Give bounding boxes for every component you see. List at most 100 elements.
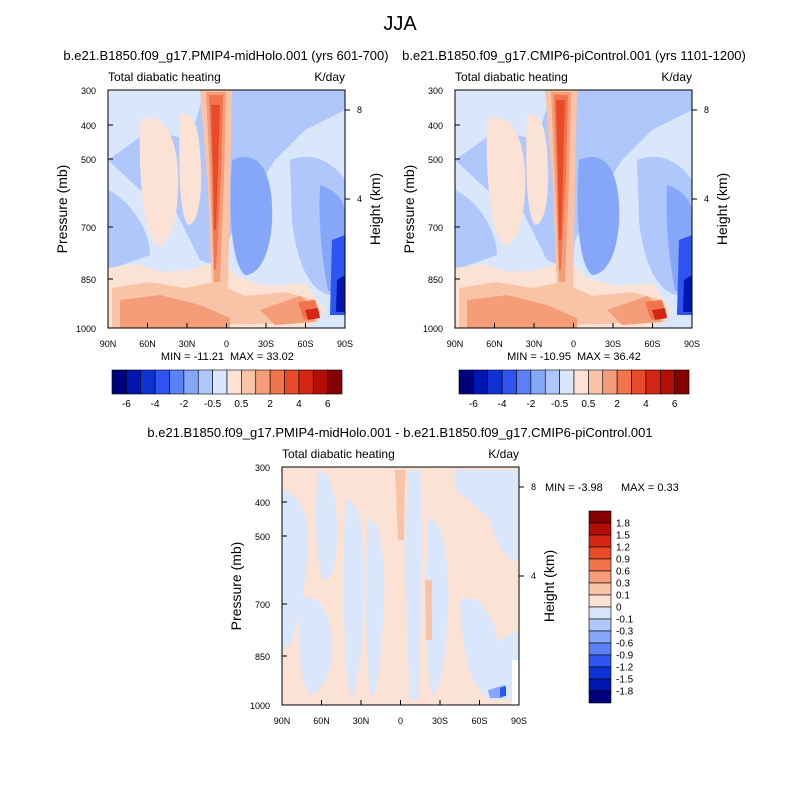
diff-blue-5 xyxy=(365,519,385,700)
x-tick-label: 60N xyxy=(486,339,503,349)
min-label: MIN = -3.98 xyxy=(545,482,603,494)
x-tick-label: 60N xyxy=(313,716,330,726)
max-label: MAX = 0.33 xyxy=(621,482,679,494)
x-tick-label: 0 xyxy=(398,716,403,726)
x-tick-label: 90N xyxy=(100,339,117,349)
x-tick-label: 0 xyxy=(224,339,229,349)
colorbar-label: 2 xyxy=(267,399,273,410)
colorbar-swatch xyxy=(588,594,612,608)
right-tick-label: 4 xyxy=(704,194,709,204)
region-red-lower-6 xyxy=(652,308,667,320)
colorbar-swatch xyxy=(588,369,604,395)
colorbar-label: -1.8 xyxy=(616,687,634,698)
heatmap-plot-area xyxy=(107,89,346,329)
colorbar-swatch xyxy=(154,369,170,395)
colorbar-swatch xyxy=(588,642,612,656)
diff-blue-7 xyxy=(425,519,449,695)
y-tick-label: 300 xyxy=(428,86,443,96)
colorbar-label: 6 xyxy=(325,399,331,410)
colorbar-label: 0.6 xyxy=(616,567,630,578)
right-tick-label: 8 xyxy=(704,105,709,115)
colorbar-label: -4 xyxy=(151,399,160,410)
colorbar-top-right: -6 -4 -2 -0.5 0.5 2 4 6 xyxy=(458,369,690,410)
colorbar-swatch xyxy=(573,369,589,395)
x-tick-label: 60S xyxy=(644,339,660,349)
colorbar-label: 4 xyxy=(296,399,302,410)
diff-blue-8 xyxy=(455,470,519,561)
colorbar-label: -0.9 xyxy=(616,651,634,662)
colorbar-swatch xyxy=(631,369,647,395)
panel-title: b.e21.B1850.f09_g17.CMIP6-piControl.001 … xyxy=(402,48,746,63)
colorbar-swatch xyxy=(212,369,228,395)
diff-blue-3 xyxy=(315,470,338,580)
colorbar-label: -0.6 xyxy=(616,639,634,650)
panel-title: b.e21.B1850.f09_g17.PMIP4-midHolo.001 - … xyxy=(147,425,652,440)
y-tick-label: 1000 xyxy=(250,701,270,711)
itcz-core xyxy=(211,105,220,230)
colorbar-swatch xyxy=(588,690,612,704)
region-red-lower-6 xyxy=(305,308,320,320)
colorbar-swatch xyxy=(588,570,612,584)
colorbar-label: -0.1 xyxy=(616,615,634,626)
right-axis-label: Height (km) xyxy=(367,173,383,245)
x-tick-label: 90S xyxy=(337,339,353,349)
colorbar-swatch xyxy=(501,369,517,395)
y-tick-label: 850 xyxy=(428,275,443,285)
region-red-subtropic xyxy=(139,117,179,245)
colorbar-label: 1.5 xyxy=(616,531,630,542)
panel-top-right: b.e21.B1850.f09_g17.CMIP6-piControl.001 … xyxy=(401,48,746,410)
region-red-subtropic-2 xyxy=(526,114,549,225)
colorbar-label: 0.3 xyxy=(616,579,630,590)
right-tick-label: 8 xyxy=(357,105,362,115)
right-axis-label: Height (km) xyxy=(541,550,557,622)
colorbar-label: -2 xyxy=(179,399,188,410)
colorbar-swatch xyxy=(255,369,271,395)
colorbar-swatch xyxy=(588,666,612,680)
itcz-core xyxy=(556,100,565,240)
colorbar-swatch xyxy=(197,369,213,395)
panel-title: b.e21.B1850.f09_g17.PMIP4-midHolo.001 (y… xyxy=(63,48,388,63)
colorbar-swatch xyxy=(111,369,127,395)
colorbar-bottom: 1.81.51.20.90.60.30.10-0.1-0.3-0.6-0.9-1… xyxy=(588,510,634,704)
colorbar-label: 0.5 xyxy=(234,399,248,410)
colorbar-label: -0.3 xyxy=(616,627,634,638)
region-red-lower-3 xyxy=(467,295,577,328)
region-blue-left xyxy=(108,190,150,270)
y-axis: 300 400 500 700 850 1000 Pressure (mb) xyxy=(401,86,460,334)
heatmap-field xyxy=(282,470,519,705)
y-tick-label: 500 xyxy=(428,155,443,165)
colorbar-swatch xyxy=(473,369,489,395)
region-red-subtropic-2 xyxy=(179,114,202,225)
x-tick-label: 30S xyxy=(258,339,274,349)
right-axis: 8 4 Height (km) xyxy=(692,105,730,245)
right-axis-label: Height (km) xyxy=(714,173,730,245)
heatmap-field xyxy=(455,90,692,328)
colorbar-label: 1.2 xyxy=(616,543,630,554)
right-label: K/day xyxy=(314,70,345,84)
colorbar-swatch xyxy=(226,369,242,395)
colorbar-swatch xyxy=(126,369,142,395)
y-axis-label: Pressure (mb) xyxy=(228,542,244,631)
x-tick-label: 90N xyxy=(274,716,291,726)
x-tick-label: 90S xyxy=(684,339,700,349)
region-blue-south-4 xyxy=(336,275,345,312)
region-red-lower-3 xyxy=(120,295,230,328)
colorbar-swatch xyxy=(284,369,300,395)
colorbar-label: 6 xyxy=(672,399,678,410)
x-tick-label: 60N xyxy=(139,339,156,349)
y-tick-label: 500 xyxy=(81,155,96,165)
max-label: MAX = 36.42 xyxy=(577,351,641,363)
right-label: K/day xyxy=(488,447,519,461)
x-tick-label: 30N xyxy=(179,339,196,349)
y-axis-label: Pressure (mb) xyxy=(401,165,417,254)
right-tick-label: 4 xyxy=(531,571,536,581)
colorbar-swatch xyxy=(312,369,328,395)
colorbar-swatch xyxy=(588,630,612,644)
colorbar-label: -6 xyxy=(469,399,478,410)
diff-blue-2 xyxy=(298,597,333,695)
left-label: Total diabatic heating xyxy=(282,447,395,461)
colorbar-swatch xyxy=(659,369,675,395)
colorbar-label: -1.5 xyxy=(616,675,634,686)
colorbar-swatch xyxy=(530,369,546,395)
